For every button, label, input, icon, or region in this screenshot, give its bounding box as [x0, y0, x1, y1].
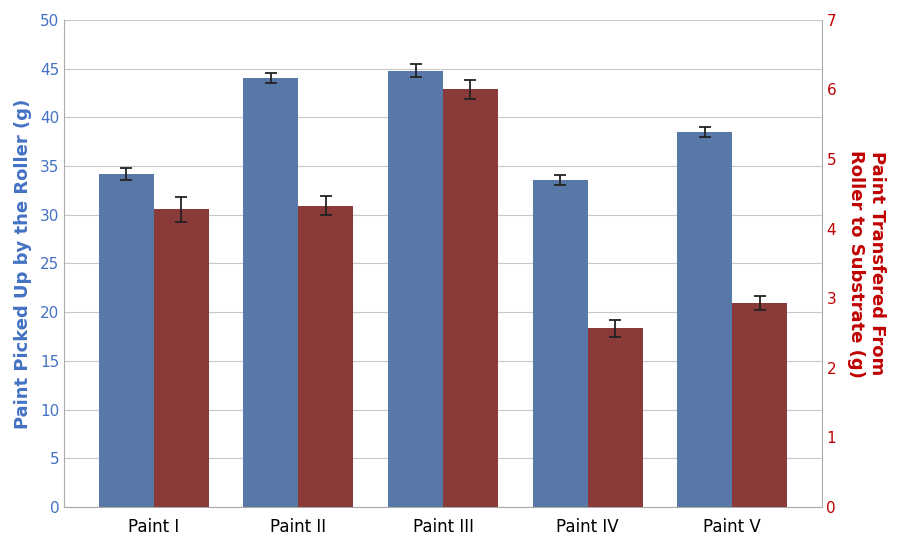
Bar — [244, 78, 299, 507]
Bar — [733, 303, 788, 507]
Bar — [533, 180, 588, 507]
Bar — [154, 209, 209, 507]
Y-axis label: Paint Picked Up by the Roller (g): Paint Picked Up by the Roller (g) — [14, 98, 32, 428]
Bar — [388, 70, 443, 507]
Bar — [99, 174, 154, 507]
Y-axis label: Paint Transfered From
Roller to Substrate (g): Paint Transfered From Roller to Substrat… — [847, 150, 886, 377]
Bar — [299, 206, 354, 507]
Bar — [588, 328, 643, 507]
Bar — [443, 90, 498, 507]
Bar — [678, 132, 733, 507]
